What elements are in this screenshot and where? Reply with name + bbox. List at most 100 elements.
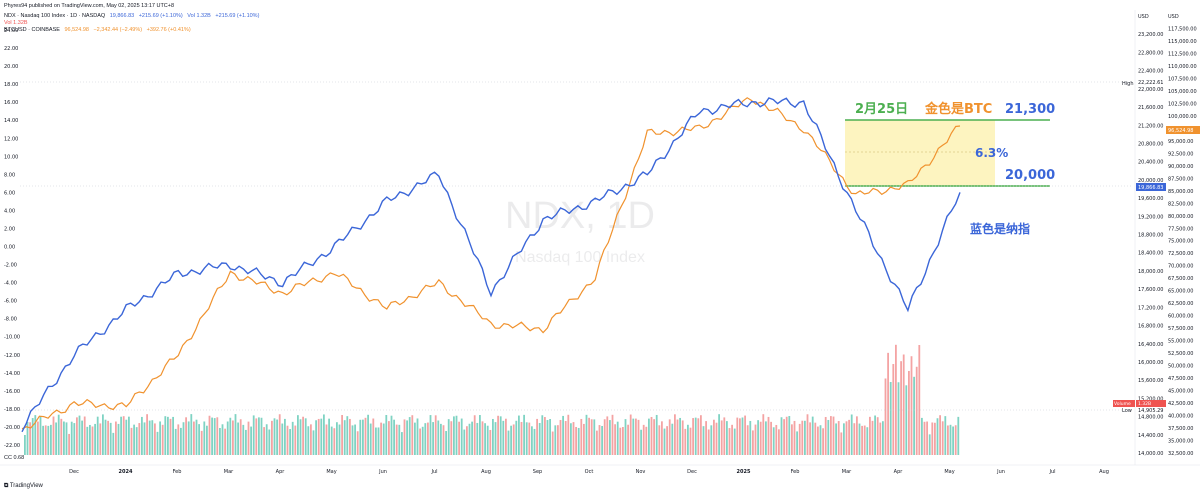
volume-bar <box>567 414 570 455</box>
volume-bar <box>603 419 606 455</box>
btc-legend[interactable]: BTCUSD · COINBASE 96,524.98 −2,342.44 (−… <box>4 27 194 33</box>
volume-bar <box>156 431 159 455</box>
volume-bar <box>746 425 749 455</box>
volume-bar <box>518 415 520 455</box>
low-value: 14,905.29 <box>1138 408 1163 414</box>
volume-bar <box>515 420 518 455</box>
volume-bar <box>437 420 440 455</box>
volume-bar <box>148 420 151 455</box>
volume-bar <box>291 421 294 455</box>
volume-bar <box>234 414 237 455</box>
volume-bar <box>429 415 432 455</box>
volume-bar <box>897 382 900 455</box>
ndx-legend-vol: Vol 1.32B <box>187 13 211 19</box>
volume-bar <box>507 430 510 455</box>
watermark-name: Nasdaq 100 Index <box>515 249 645 266</box>
volume-bar <box>434 415 437 455</box>
volume-bar <box>200 430 203 455</box>
right-axis-tick: 87,500.00 <box>1168 176 1193 182</box>
tradingview-brand[interactable]: ⧉ TradingView <box>4 483 43 490</box>
volume-bar <box>824 416 827 455</box>
volume-bar <box>278 414 281 455</box>
cc-legend[interactable]: CC 0.68 <box>4 455 27 461</box>
volume-bar <box>315 420 317 455</box>
volume-bar <box>663 428 666 455</box>
volume-bar <box>905 385 908 455</box>
volume-bar <box>273 418 276 455</box>
volume-tag-label: Volume <box>1114 401 1131 407</box>
volume-bar <box>304 418 307 455</box>
volume-bar <box>817 426 819 455</box>
volume-bar <box>81 420 83 455</box>
left-axis-tick: -20.00 <box>4 425 20 431</box>
btc-range-box <box>845 120 995 186</box>
volume-bar <box>70 421 73 455</box>
volume-bar <box>687 424 689 455</box>
volume-bar <box>934 422 936 455</box>
volume-bar <box>268 429 271 455</box>
volume-bar <box>135 427 138 455</box>
time-axis-tick: Mar <box>224 469 234 475</box>
volume-bar <box>843 423 845 455</box>
volume-bar <box>679 417 681 455</box>
volume-bar <box>328 418 330 455</box>
right-axis-tick: 110,000.00 <box>1168 64 1197 70</box>
volume-bar <box>450 421 453 455</box>
volume-bar <box>858 423 861 455</box>
volume-value-tag <box>1136 400 1166 407</box>
volume-bar <box>668 419 671 455</box>
volume-bar <box>765 421 767 455</box>
mid-axis-tick: 15,200.00 <box>1138 396 1163 402</box>
mid-axis-tick: 19,200.00 <box>1138 214 1163 220</box>
volume-bar <box>533 428 536 455</box>
right-axis-tick: 105,000.00 <box>1168 89 1197 95</box>
volume-bar <box>674 414 676 455</box>
volume-bar <box>289 429 291 455</box>
volume-bar <box>73 423 76 455</box>
time-axis-tick: May <box>326 469 336 475</box>
volume-bar <box>806 414 809 455</box>
volume-bar <box>544 417 546 455</box>
volume-bar <box>109 422 112 455</box>
time-axis-tick: 2024 <box>119 469 133 475</box>
volume-bar <box>177 424 180 455</box>
btc-legend-change2: +392.76 (+0.41%) <box>146 27 191 33</box>
volume-bar <box>47 425 50 455</box>
volume-bar <box>759 421 762 455</box>
volume-bar <box>705 421 707 455</box>
mid-axis-tick: 15,600.00 <box>1138 378 1163 384</box>
volume-bar <box>37 421 39 455</box>
volume-bar <box>728 428 731 455</box>
volume-bar <box>455 415 458 455</box>
mid-axis-tick: 16,000.00 <box>1138 360 1163 366</box>
right-axis-tick: 65,000.00 <box>1168 289 1193 295</box>
volume-bar <box>377 427 380 455</box>
volume-bar <box>624 419 627 455</box>
vol-legend[interactable]: Vol 1.32B <box>4 20 31 26</box>
volume-bar <box>89 424 91 455</box>
volume-bar <box>874 415 876 455</box>
volume-bar <box>497 415 499 455</box>
volume-bar <box>138 423 141 455</box>
left-axis-tick: 6.00 <box>4 190 15 196</box>
volume-bar <box>832 416 835 455</box>
volume-bar <box>115 421 117 455</box>
volume-bar <box>918 345 921 455</box>
volume-bar <box>346 416 349 455</box>
volume-bar <box>767 416 770 455</box>
volume-bar <box>861 425 863 455</box>
volume-bar <box>627 424 629 455</box>
volume-bar <box>406 420 408 455</box>
btc-price-tag-value: 96,524.98 <box>1168 128 1193 134</box>
volume-bar <box>307 426 310 455</box>
volume-bar <box>349 418 351 455</box>
volume-bar <box>525 422 528 455</box>
mid-axis-tick: 17,200.00 <box>1138 305 1163 311</box>
volume-bar <box>700 415 702 455</box>
volume-bar <box>83 416 86 455</box>
volume-bar <box>850 414 853 455</box>
volume-bar <box>921 417 923 455</box>
volume-bar <box>752 430 754 455</box>
left-axis-tick: -14.00 <box>4 371 20 377</box>
ndx-legend[interactable]: NDX · Nasdaq 100 Index · 1D · NASDAQ 19,… <box>4 13 262 19</box>
